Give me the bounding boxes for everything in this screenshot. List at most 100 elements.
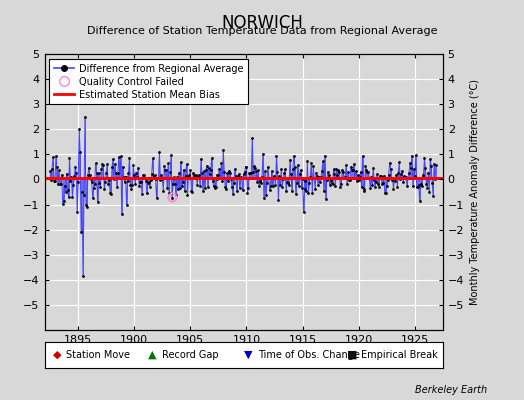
Point <box>110 176 118 182</box>
Point <box>353 178 361 185</box>
Point <box>423 184 432 191</box>
Point <box>106 190 114 196</box>
Point <box>303 158 312 164</box>
Point <box>228 184 236 190</box>
Point <box>416 197 424 204</box>
Point <box>400 173 408 179</box>
Point <box>411 173 419 180</box>
Point <box>57 181 65 188</box>
Point <box>347 164 355 170</box>
Point <box>376 172 384 179</box>
Point <box>395 159 403 165</box>
Point <box>306 174 314 180</box>
Point <box>58 171 66 178</box>
Point <box>210 183 218 189</box>
Point <box>337 181 345 187</box>
Point <box>95 180 104 186</box>
Point <box>322 196 330 202</box>
Point <box>123 202 131 208</box>
Point <box>168 194 177 201</box>
Point <box>93 199 102 205</box>
Point <box>340 175 348 182</box>
Point <box>323 169 332 175</box>
Text: ▲: ▲ <box>148 350 157 360</box>
Text: Empirical Break: Empirical Break <box>361 350 438 360</box>
Y-axis label: Monthly Temperature Anomaly Difference (°C): Monthly Temperature Anomaly Difference (… <box>470 79 479 305</box>
Point <box>324 172 333 178</box>
Point <box>282 188 290 194</box>
Point <box>210 184 219 191</box>
Point <box>298 185 306 191</box>
Text: Record Gap: Record Gap <box>162 350 219 360</box>
Point <box>420 155 429 162</box>
Point <box>202 167 210 173</box>
Point <box>98 160 106 167</box>
Point <box>144 180 152 186</box>
Point <box>146 184 154 190</box>
Point <box>380 190 389 197</box>
Point <box>136 178 144 185</box>
Point <box>99 162 107 168</box>
Point <box>80 191 88 198</box>
Point <box>362 167 370 173</box>
Point <box>179 178 187 185</box>
Point <box>391 178 400 184</box>
Point <box>311 185 319 192</box>
Point <box>367 174 375 181</box>
Point <box>366 184 375 191</box>
Text: Berkeley Earth: Berkeley Earth <box>415 385 487 395</box>
Point <box>381 190 390 196</box>
Point <box>78 189 86 196</box>
Point <box>361 188 369 194</box>
Point <box>388 175 397 182</box>
Point <box>235 171 243 177</box>
Point <box>333 172 342 178</box>
Point <box>394 170 402 176</box>
Point <box>103 161 112 168</box>
Point <box>200 168 208 174</box>
Point <box>173 186 182 192</box>
Point <box>216 175 225 181</box>
Point <box>365 175 374 182</box>
Point <box>339 168 347 175</box>
Point <box>251 165 259 171</box>
Point <box>147 177 155 183</box>
Point <box>238 187 247 194</box>
Point <box>70 173 79 180</box>
Point <box>237 174 246 181</box>
Point <box>213 172 222 178</box>
Point <box>174 170 183 176</box>
Point <box>418 174 427 180</box>
Point <box>242 164 250 170</box>
Point <box>280 170 288 176</box>
Point <box>256 178 264 184</box>
Point <box>141 175 149 181</box>
Point <box>427 162 435 169</box>
Point <box>374 181 382 187</box>
Point <box>129 162 137 168</box>
Point <box>299 209 308 216</box>
Point <box>343 181 351 188</box>
Point <box>304 190 313 196</box>
Point <box>172 174 181 181</box>
Point <box>313 173 321 179</box>
Point <box>325 182 334 188</box>
Point <box>218 178 226 184</box>
Point <box>405 170 413 176</box>
Point <box>89 195 97 201</box>
Point <box>330 166 338 172</box>
Point <box>344 169 352 176</box>
Point <box>334 166 343 173</box>
Point <box>190 172 199 178</box>
Point <box>179 166 188 173</box>
Point <box>285 182 293 188</box>
Point <box>255 183 263 190</box>
Point <box>402 174 410 180</box>
Point <box>105 177 113 184</box>
Point <box>76 149 84 156</box>
Point <box>239 171 248 178</box>
Point <box>410 166 418 172</box>
Point <box>63 187 72 194</box>
Point <box>422 181 431 188</box>
Point <box>127 186 136 192</box>
